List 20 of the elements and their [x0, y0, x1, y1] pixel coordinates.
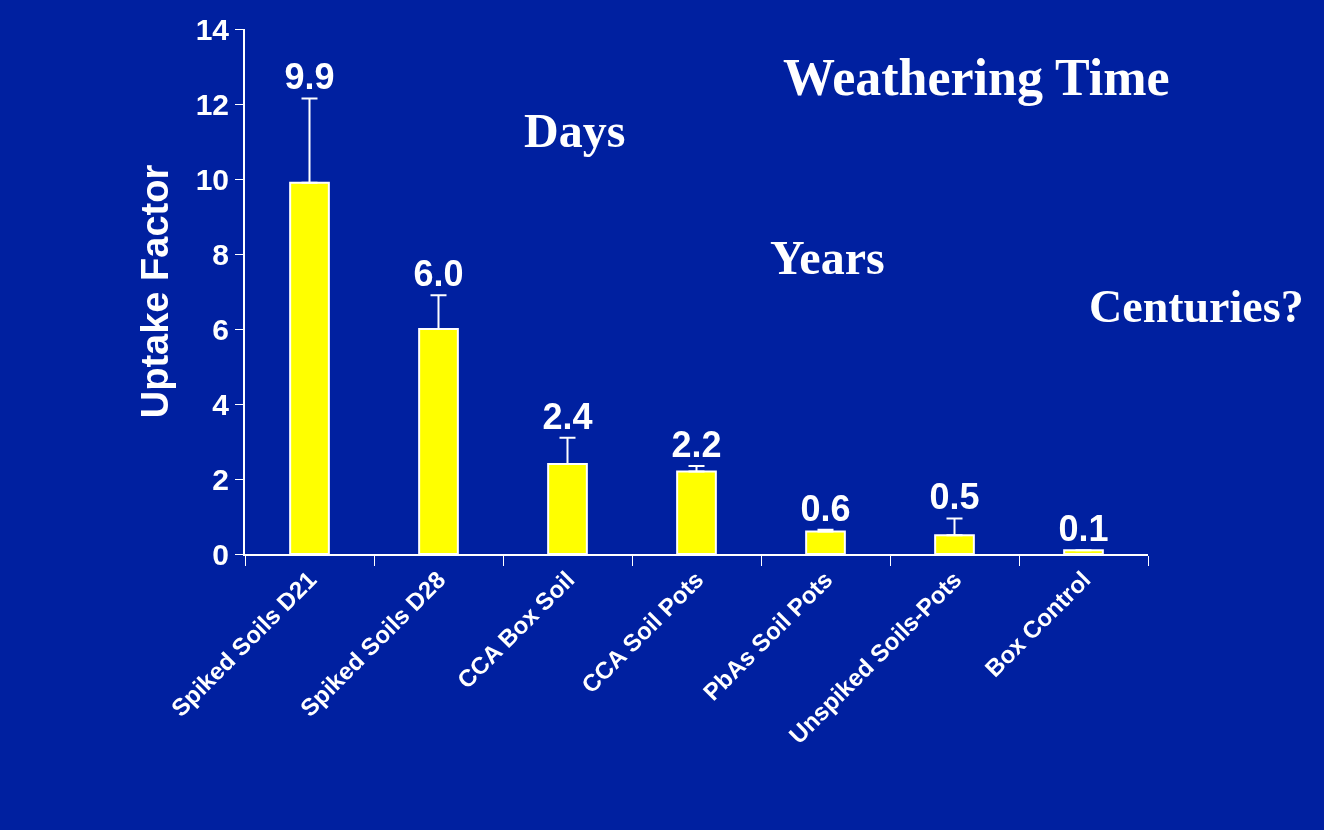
y-tick-label: 12: [195, 87, 229, 121]
data-label: 0.1: [1058, 508, 1109, 550]
data-label: 0.5: [929, 476, 980, 518]
data-label: 2.4: [542, 395, 593, 437]
y-axis-title: Uptake Factor: [134, 164, 177, 419]
annotation: Weathering Time: [783, 49, 1170, 106]
data-label: 9.9: [284, 56, 335, 98]
y-tick-label: 10: [195, 162, 229, 196]
y-tick-label: 2: [212, 462, 229, 496]
y-tick-label: 8: [212, 237, 229, 271]
annotation: Centuries?: [1089, 281, 1304, 332]
annotation: Years: [770, 231, 885, 284]
y-tick-label: 0: [212, 537, 229, 571]
y-tick-label: 6: [212, 312, 229, 346]
y-tick-label: 4: [212, 387, 230, 421]
annotation: Days: [524, 104, 626, 157]
data-label: 6.0: [413, 253, 464, 295]
y-tick-label: 14: [195, 12, 230, 46]
data-label: 2.2: [671, 423, 722, 465]
data-label: 0.6: [800, 487, 851, 529]
